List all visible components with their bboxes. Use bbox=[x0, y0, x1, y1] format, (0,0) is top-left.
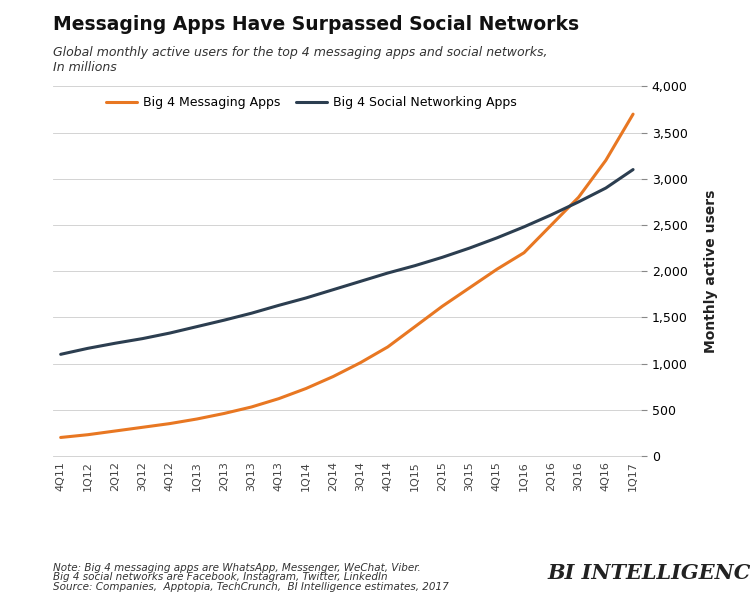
Big 4 Social Networking Apps bbox=[328, 286, 338, 293]
Text: BI INTELLIGENCE: BI INTELLIGENCE bbox=[548, 563, 750, 583]
Big 4 Social Networking Apps bbox=[438, 254, 447, 261]
Big 4 Social Networking Apps bbox=[274, 302, 284, 309]
Text: Source: Companies,  Apptopia, TechCrunch,  BI Intelligence estimates, 2017: Source: Companies, Apptopia, TechCrunch,… bbox=[53, 582, 448, 592]
Big 4 Messaging Apps bbox=[628, 110, 638, 117]
Big 4 Social Networking Apps bbox=[193, 323, 202, 330]
Big 4 Social Networking Apps bbox=[410, 262, 419, 269]
Big 4 Messaging Apps bbox=[274, 395, 284, 402]
Big 4 Messaging Apps bbox=[193, 415, 202, 423]
Big 4 Social Networking Apps bbox=[628, 166, 638, 173]
Big 4 Social Networking Apps bbox=[111, 340, 120, 347]
Y-axis label: Monthly active users: Monthly active users bbox=[704, 190, 718, 353]
Big 4 Social Networking Apps bbox=[492, 234, 501, 241]
Big 4 Social Networking Apps bbox=[247, 310, 256, 317]
Legend: Big 4 Messaging Apps, Big 4 Social Networking Apps: Big 4 Messaging Apps, Big 4 Social Netwo… bbox=[106, 97, 517, 109]
Big 4 Social Networking Apps bbox=[165, 330, 174, 337]
Big 4 Messaging Apps bbox=[383, 343, 392, 350]
Big 4 Messaging Apps bbox=[220, 410, 229, 417]
Big 4 Messaging Apps bbox=[602, 157, 610, 164]
Big 4 Social Networking Apps bbox=[356, 278, 365, 285]
Big 4 Messaging Apps bbox=[165, 420, 174, 427]
Big 4 Messaging Apps bbox=[83, 431, 92, 438]
Big 4 Messaging Apps bbox=[302, 385, 310, 392]
Text: In millions: In millions bbox=[53, 61, 116, 74]
Big 4 Messaging Apps bbox=[111, 427, 120, 434]
Big 4 Social Networking Apps bbox=[383, 269, 392, 277]
Big 4 Messaging Apps bbox=[438, 303, 447, 310]
Big 4 Messaging Apps bbox=[465, 284, 474, 291]
Big 4 Messaging Apps bbox=[520, 249, 529, 256]
Big 4 Messaging Apps bbox=[356, 359, 365, 366]
Big 4 Messaging Apps bbox=[492, 266, 501, 273]
Big 4 Messaging Apps bbox=[574, 194, 583, 201]
Text: Global monthly active users for the top 4 messaging apps and social networks,: Global monthly active users for the top … bbox=[53, 46, 547, 60]
Big 4 Social Networking Apps bbox=[138, 335, 147, 342]
Text: Note: Big 4 messaging apps are WhatsApp, Messenger, WeChat, Viber.: Note: Big 4 messaging apps are WhatsApp,… bbox=[53, 563, 420, 573]
Big 4 Social Networking Apps bbox=[302, 294, 310, 302]
Big 4 Social Networking Apps bbox=[220, 316, 229, 324]
Text: Messaging Apps Have Surpassed Social Networks: Messaging Apps Have Surpassed Social Net… bbox=[53, 15, 579, 34]
Big 4 Messaging Apps bbox=[328, 373, 338, 380]
Line: Big 4 Messaging Apps: Big 4 Messaging Apps bbox=[61, 114, 633, 437]
Line: Big 4 Social Networking Apps: Big 4 Social Networking Apps bbox=[61, 170, 633, 354]
Big 4 Messaging Apps bbox=[138, 424, 147, 431]
Big 4 Social Networking Apps bbox=[56, 350, 65, 358]
Big 4 Messaging Apps bbox=[410, 323, 419, 330]
Big 4 Social Networking Apps bbox=[520, 224, 529, 231]
Big 4 Social Networking Apps bbox=[547, 211, 556, 218]
Big 4 Social Networking Apps bbox=[83, 344, 92, 352]
Big 4 Social Networking Apps bbox=[574, 198, 583, 206]
Big 4 Messaging Apps bbox=[247, 403, 256, 411]
Big 4 Social Networking Apps bbox=[602, 185, 610, 192]
Big 4 Social Networking Apps bbox=[465, 244, 474, 252]
Big 4 Messaging Apps bbox=[56, 434, 65, 441]
Big 4 Messaging Apps bbox=[547, 222, 556, 229]
Text: Big 4 social networks are Facebook, Instagram, Twitter, LinkedIn: Big 4 social networks are Facebook, Inst… bbox=[53, 572, 387, 582]
